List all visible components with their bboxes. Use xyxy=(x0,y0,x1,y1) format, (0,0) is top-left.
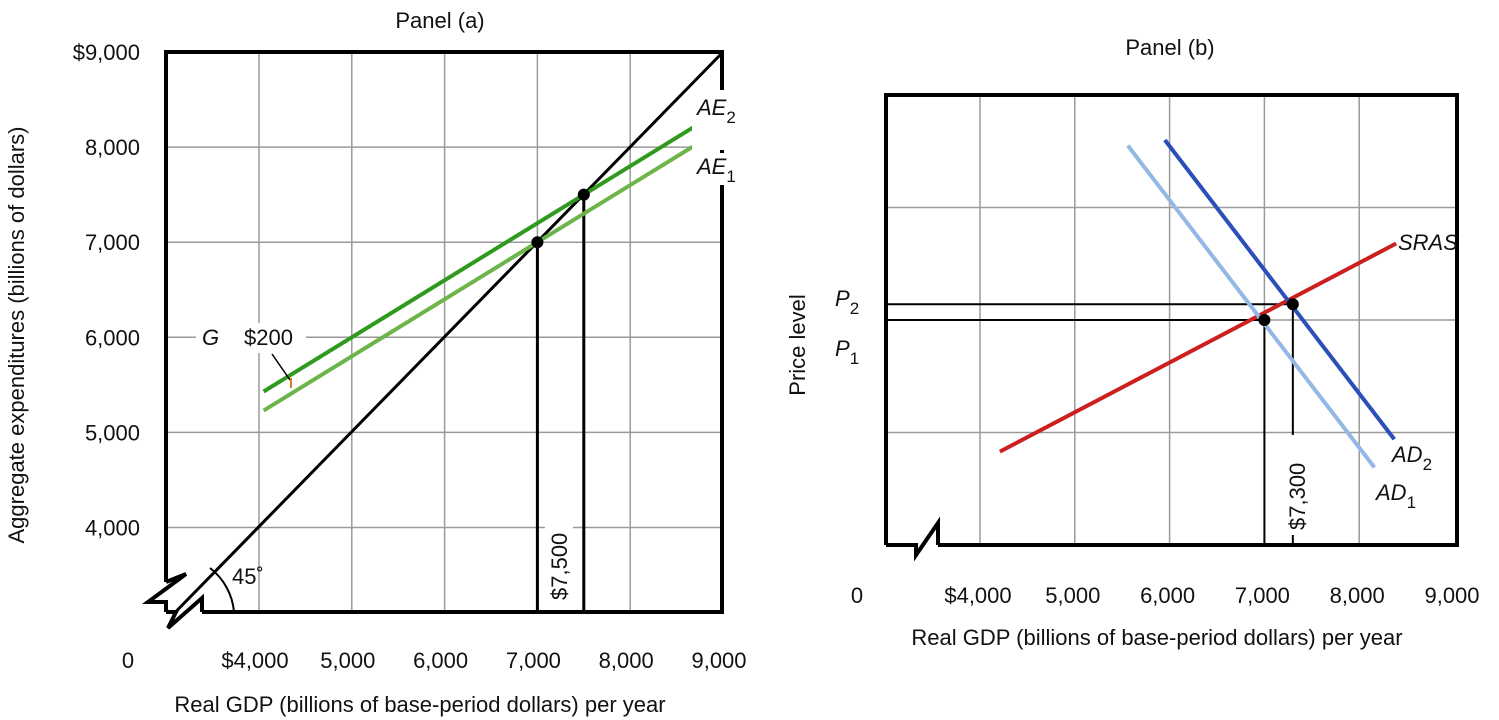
label-bg xyxy=(692,90,732,150)
g-label: G xyxy=(202,325,219,350)
x-tick-label: 8,000 xyxy=(1330,583,1385,608)
x-tick-label: 9,000 xyxy=(1424,583,1479,608)
series-sras xyxy=(998,241,1398,454)
shift-label: $200 xyxy=(244,325,293,350)
panel-b-ylabel: Price level xyxy=(785,294,810,395)
axis-break-y xyxy=(141,572,188,612)
equilibrium-point xyxy=(1258,314,1271,326)
plot-frame xyxy=(884,93,1459,547)
panel-a-ylabel: Aggregate expenditures (billions of doll… xyxy=(4,126,29,543)
x-tick-label: $4,000 xyxy=(221,648,288,673)
x-tick-label: 0 xyxy=(851,583,863,608)
y-tick-label: 8,000 xyxy=(85,135,140,160)
series-ad2 xyxy=(1163,138,1396,441)
label-bg xyxy=(1286,435,1312,535)
label-bg xyxy=(545,510,573,600)
x-tick-label: 5,000 xyxy=(320,648,375,673)
y-tick-label-p2: P2 xyxy=(835,286,859,318)
series-label-ad2: AD2 xyxy=(1390,442,1432,474)
angle-arc xyxy=(209,567,235,613)
series-label-sras: SRAS xyxy=(1398,230,1458,255)
label-bg xyxy=(196,323,306,353)
series-ae1 xyxy=(262,137,706,413)
x-tick-label: 7,000 xyxy=(506,648,561,673)
y-tick-label: 5,000 xyxy=(85,420,140,445)
x-tick-label: 0 xyxy=(122,648,134,673)
y-tick-label: 4,000 xyxy=(85,516,140,541)
equilibrium-point xyxy=(1286,298,1299,311)
x-tick-label: 6,000 xyxy=(1140,583,1195,608)
axis-break-x xyxy=(166,593,204,630)
y-tick-label: $9,000 xyxy=(73,40,140,65)
series-ae2 xyxy=(262,124,697,394)
y-tick-label: 7,000 xyxy=(85,230,140,255)
y-tick-label: 6,000 xyxy=(85,325,140,350)
equilibrium-point xyxy=(577,188,590,201)
panel-a: Panel (a) Aggregate expenditures (billio… xyxy=(4,8,747,717)
shift-leader xyxy=(271,353,291,381)
series-ad1 xyxy=(1126,144,1376,469)
series-label-ae1: AE1 xyxy=(695,154,736,186)
x-tick-label: $4,000 xyxy=(944,583,1011,608)
x-tick-label: 8,000 xyxy=(599,648,654,673)
x-tick-label: 6,000 xyxy=(413,648,468,673)
panel-a-xlabel: Real GDP (billions of base-period dollar… xyxy=(174,692,665,717)
label-bg xyxy=(1388,440,1438,470)
series-label-ae2: AE2 xyxy=(695,95,736,127)
axis-break-x xyxy=(886,516,940,562)
equilibrium-gdp-label: $7,500 xyxy=(547,533,572,600)
panel-b: Panel (b) Price level Real GDP (billions… xyxy=(785,35,1480,650)
angle-label: 45˚ xyxy=(232,564,264,589)
x-tick-label: 5,000 xyxy=(1045,583,1100,608)
panel-b-title: Panel (b) xyxy=(1125,35,1214,60)
equilibrium-gdp-label: $7,300 xyxy=(1285,463,1310,530)
x-tick-label: 7,000 xyxy=(1235,583,1290,608)
panel-a-title: Panel (a) xyxy=(395,8,484,33)
series-45line xyxy=(174,50,725,614)
y-tick-label-p1: P1 xyxy=(835,336,859,368)
panel-b-xlabel: Real GDP (billions of base-period dollar… xyxy=(911,625,1402,650)
series-label-ad1: AD1 xyxy=(1374,480,1416,512)
x-tick-label: 9,000 xyxy=(691,648,746,673)
equilibrium-point xyxy=(531,236,544,249)
label-bg xyxy=(692,153,732,185)
